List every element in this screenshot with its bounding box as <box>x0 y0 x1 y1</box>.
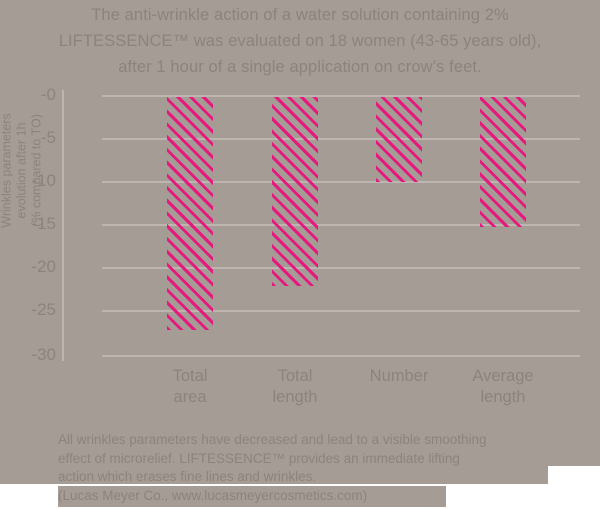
chart-caption-line-1: All wrinkles parameters have decreased a… <box>58 432 487 447</box>
y-tick-label-5: -5 <box>40 128 56 147</box>
chart-title-line-1: The anti-wrinkle action of a water solut… <box>91 6 509 24</box>
x-label-total-area: Total area <box>144 366 236 408</box>
x-label-number-line-1: Number <box>369 367 429 385</box>
y-tick-label-10: -10 <box>31 171 56 190</box>
y-tick-label-15: -15 <box>31 214 56 233</box>
y-tick-label-20: -20 <box>31 257 56 276</box>
x-label-total-length: Total length <box>249 366 341 408</box>
bar-chart: Wrinkles parameters evolution after 1h (… <box>0 86 580 426</box>
gridline-10 <box>102 181 580 183</box>
caption-background-plate-upper <box>0 440 600 466</box>
gridline-5 <box>102 138 580 140</box>
gridline-15 <box>102 224 580 226</box>
bar-average-length[interactable] <box>480 97 526 227</box>
gridline-0 <box>102 95 580 97</box>
chart-title: The anti-wrinkle action of a water solut… <box>0 0 600 80</box>
x-axis-labels: Total area Total length Number Average l… <box>62 366 580 426</box>
chart-source-citation: (Lucas Meyer Co., www.lucasmeyercosmetic… <box>58 488 368 503</box>
x-label-total-area-line-1: Total <box>172 367 208 385</box>
chart-title-line-3: after 1 hour of a single application on … <box>118 58 482 76</box>
bar-number[interactable] <box>376 97 422 182</box>
chart-caption: All wrinkles parameters have decreased a… <box>58 431 598 487</box>
y-tick-label-0: -0 <box>40 85 56 104</box>
x-label-total-length-line-1: Total <box>277 367 313 385</box>
y-tick-label-30: -30 <box>31 345 56 364</box>
chart-caption-line-2: effect of microrelief. LIFTESSENCE™ prov… <box>58 450 460 466</box>
x-label-number: Number <box>353 366 445 387</box>
x-label-average-length-line-2: length <box>480 388 526 406</box>
y-tick-label-25: -25 <box>31 300 56 319</box>
source-background-plate <box>58 486 446 507</box>
y-axis-line <box>62 90 64 361</box>
bar-total-area[interactable] <box>167 97 213 330</box>
x-label-total-length-line-2: length <box>272 388 318 406</box>
chart-title-line-2: LIFTESSENCE™ was evaluated on 18 women (… <box>58 32 542 50</box>
x-label-total-area-line-2: area <box>173 388 207 406</box>
gridline-30 <box>102 355 580 357</box>
y-axis-ticks: -0 -5 -10 -15 -20 -25 -30 <box>0 86 56 363</box>
x-label-average-length: Average length <box>457 366 549 408</box>
x-label-average-length-line-1: Average <box>472 367 534 385</box>
plot-area <box>62 95 580 357</box>
bar-total-length[interactable] <box>272 97 318 286</box>
gridline-25 <box>102 310 580 312</box>
chart-caption-line-3: action which erases fine lines and wrink… <box>58 469 317 484</box>
gridline-20 <box>102 267 580 269</box>
